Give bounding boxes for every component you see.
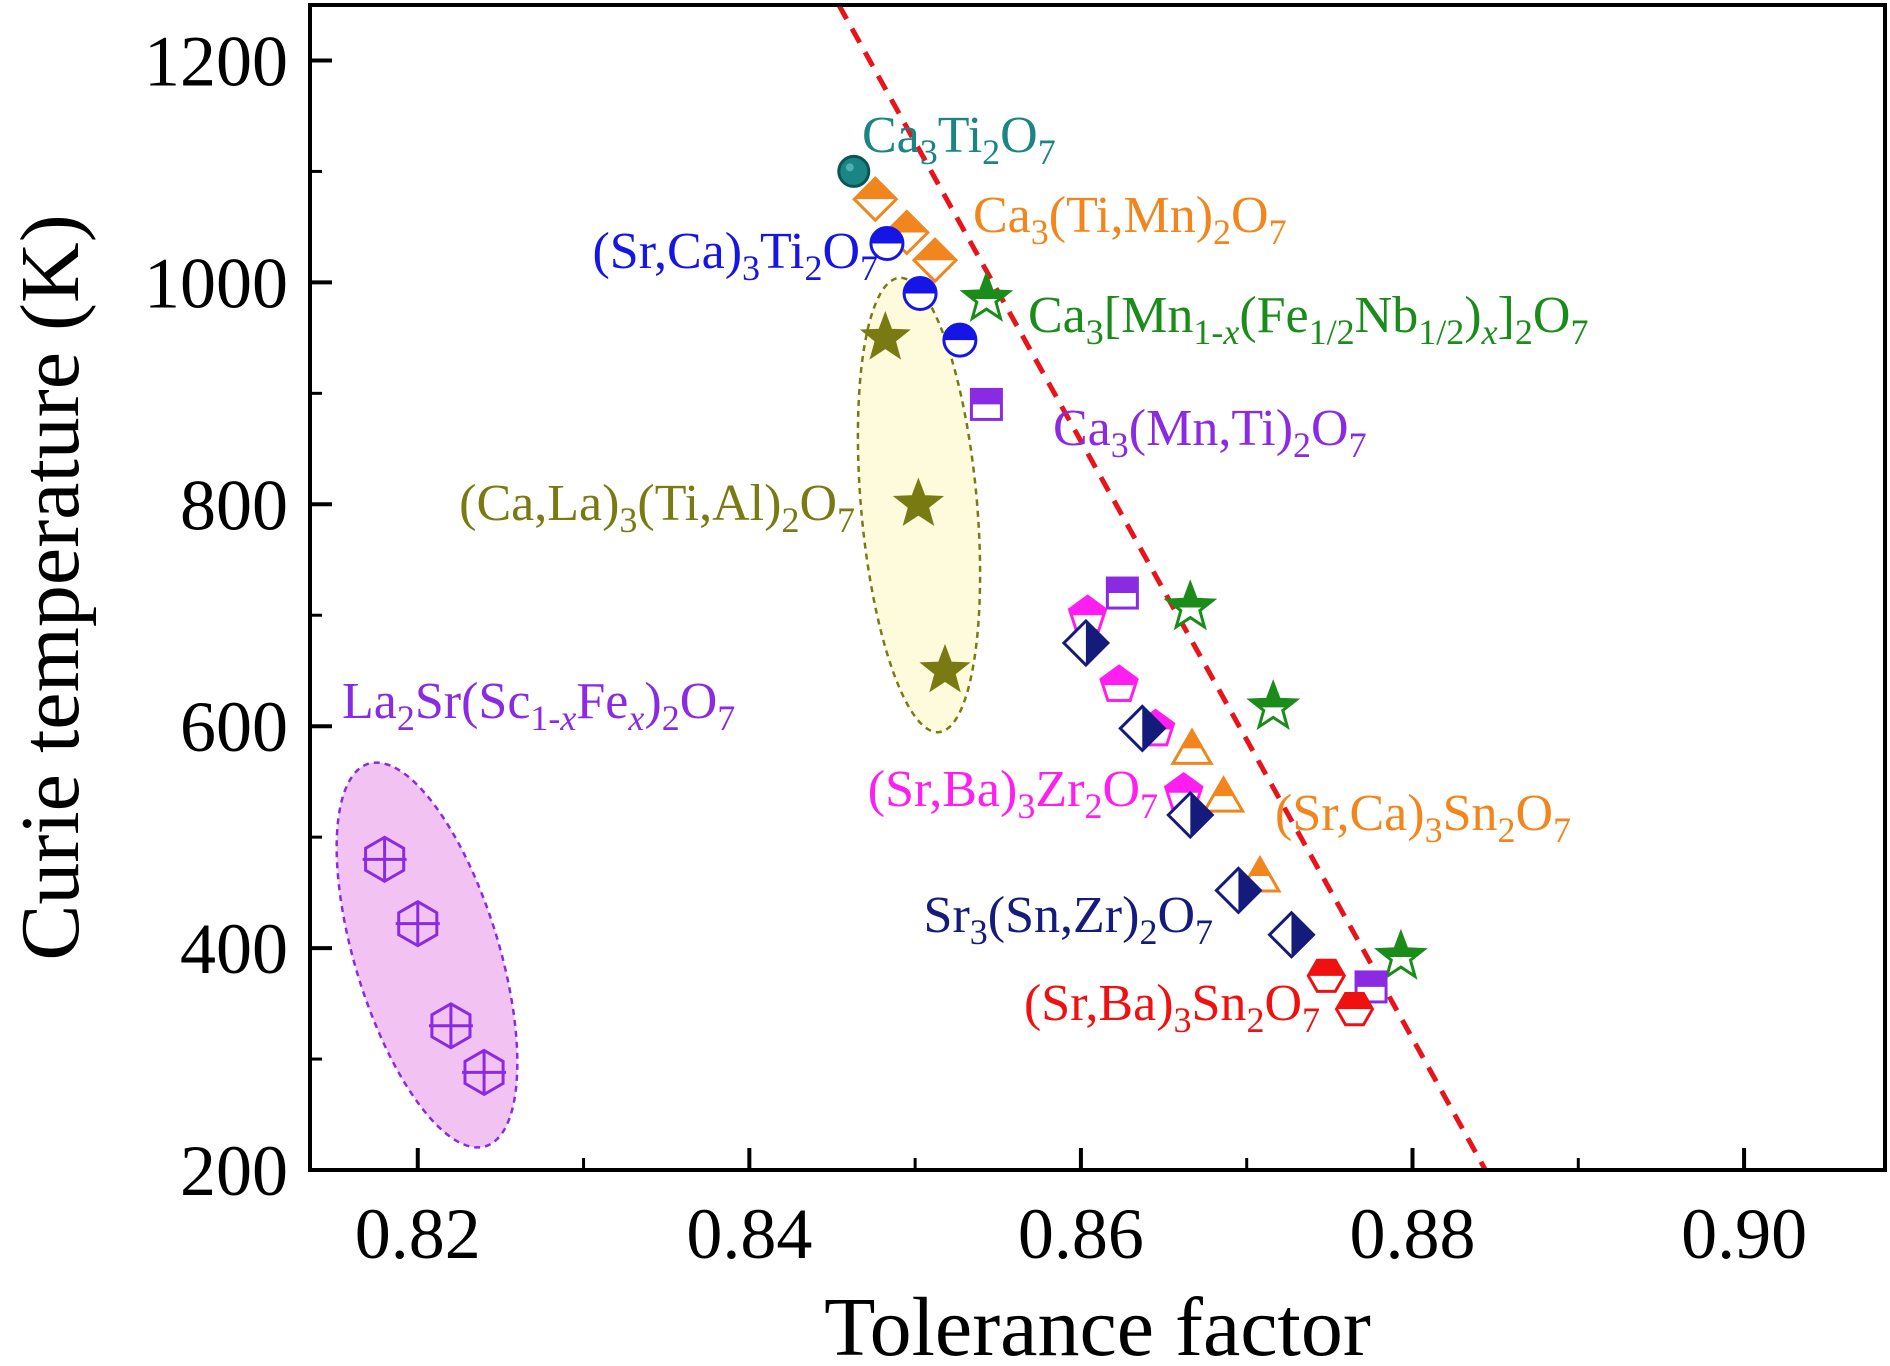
marker-triangle-half-7-1 <box>1201 775 1246 813</box>
marker-hexagon-half-9-0 <box>1306 958 1347 993</box>
axis-ticks: 200 400 600 800 1000 1200 0.82 0.84 0.86 0.88 0.90 <box>144 21 1807 1274</box>
marker-star-solid-5-2 <box>919 643 971 693</box>
plot-frame <box>308 3 1887 1172</box>
y-tick-label: 1000 <box>144 243 288 323</box>
y-tick-label: 600 <box>180 687 288 767</box>
marker-star-half-3-3 <box>1374 928 1428 980</box>
marker-star-half-3-1 <box>1163 579 1218 631</box>
series-label: (Sr,Ca)3Ti2O7 <box>592 223 878 288</box>
series-label: (Sr,Ba)3Zr2O7 <box>868 761 1158 826</box>
marker-diamond-half-1-2 <box>911 237 959 284</box>
series-label: Ca3Ti2O7 <box>862 107 1056 172</box>
marker-circle-half-2-1 <box>902 275 938 311</box>
marker-square-half-4-2 <box>1354 970 1388 1004</box>
series-label: Sr3(Sn,Zr)2O7 <box>924 887 1213 952</box>
marker-square-half-4-0 <box>969 387 1003 421</box>
series-label: (Ca,La)3(Ti,Al)2O7 <box>459 475 855 540</box>
series-label: Ca3(Mn,Ti)2O7 <box>1053 400 1367 465</box>
y-tick-label: 800 <box>180 465 288 545</box>
marker-star-half-3-2 <box>1246 679 1301 731</box>
x-axis-title: Tolerance factor <box>824 1281 1371 1366</box>
series-label: Ca3(Ti,Mn)2O7 <box>973 187 1287 252</box>
x-tick-label: 0.84 <box>686 1194 812 1274</box>
series-label: (Sr,Ba)3Sn2O7 <box>1024 975 1320 1040</box>
marker-diamond-lr-8-1 <box>1118 704 1167 753</box>
marker-hexagon-cross-10-1 <box>395 899 440 948</box>
marker-square-half-4-1 <box>1105 576 1139 610</box>
x-tick-label: 0.86 <box>1018 1194 1144 1274</box>
marker-diamond-half-1-0 <box>852 176 899 223</box>
marker-diamond-lr-8-3 <box>1214 866 1263 915</box>
marker-hexagon-cross-10-0 <box>362 835 407 884</box>
cluster-ellipse-lasrscfe <box>335 761 519 1149</box>
y-tick-label: 1200 <box>144 21 288 101</box>
marker-pentagon-half-6-1 <box>1099 664 1139 702</box>
marker-diamond-lr-8-4 <box>1267 910 1316 959</box>
marker-circle-half-2-0 <box>869 226 905 262</box>
marker-star-half-3-0 <box>959 270 1014 322</box>
series-label: (Sr,Ca)3Sn2O7 <box>1275 785 1571 850</box>
plot-border <box>308 3 1887 1172</box>
marker-hexagon-cross-10-2 <box>428 1002 473 1050</box>
series-labels: Ca3Ti2O7 Ca3(Ti,Mn)2O7 (Sr,Ca)3Ti2O7 Ca3[Mn… <box>342 107 1588 1040</box>
y-tick-label: 400 <box>180 909 288 989</box>
x-tick-label: 0.82 <box>355 1194 481 1274</box>
marker-circle-half-2-2 <box>942 322 978 358</box>
marker-diamond-lr-8-2 <box>1166 790 1215 840</box>
series-label: La2Sr(Sc1-xFex)2O7 <box>342 673 735 738</box>
y-tick-label: 200 <box>180 1131 288 1211</box>
marker-star-solid-5-1 <box>892 477 945 527</box>
series-label: Ca3[Mn1-x(Fe1/2Nb1/2)x]2O7 <box>1028 287 1588 352</box>
y-axis-title: Curie temperature (K) <box>4 214 97 960</box>
data-markers <box>362 154 1428 1097</box>
marker-star-solid-5-0 <box>859 311 911 360</box>
marker-diamond-lr-8-0 <box>1061 618 1111 668</box>
x-tick-label: 0.90 <box>1681 1194 1807 1274</box>
x-tick-label: 0.88 <box>1350 1194 1476 1274</box>
marker-circle-solid-0-0 <box>837 154 871 188</box>
marker-triangle-half-7-0 <box>1170 727 1214 765</box>
marker-hexagon-cross-10-3 <box>462 1048 507 1097</box>
marker-hexagon-half-9-1 <box>1334 992 1375 1027</box>
